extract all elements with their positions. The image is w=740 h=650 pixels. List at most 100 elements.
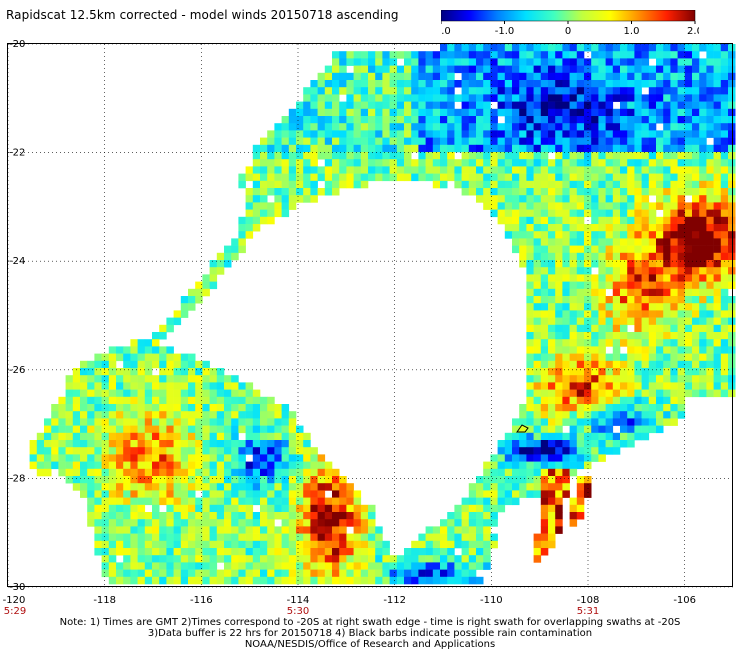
wind-cell <box>267 497 275 506</box>
wind-cell <box>497 166 506 174</box>
wind-cell <box>641 224 650 232</box>
wind-cell <box>324 144 333 153</box>
wind-cell <box>108 353 117 362</box>
wind-cell <box>252 144 261 153</box>
wind-cell <box>576 267 585 275</box>
colorbar-tick-label: -1.0 <box>495 26 515 36</box>
wind-cell <box>576 504 585 513</box>
wind-cell <box>144 368 153 376</box>
wind-cell <box>634 411 642 419</box>
wind-cell <box>346 180 354 189</box>
wind-cell <box>432 173 441 182</box>
wind-cell <box>317 454 326 462</box>
wind-cell <box>699 188 707 196</box>
wind-cell <box>476 180 484 189</box>
wind-cell <box>533 152 542 160</box>
wind-cell <box>368 72 376 81</box>
wind-cell <box>389 144 398 153</box>
wind-cell <box>317 108 326 117</box>
wind-cell <box>72 389 81 398</box>
wind-cell <box>360 180 369 189</box>
wind-cell <box>692 324 700 333</box>
wind-cell <box>490 58 498 66</box>
wind-cell <box>684 267 693 275</box>
wind-cell <box>569 173 578 182</box>
wind-cell <box>231 447 239 455</box>
wind-cell <box>562 116 570 124</box>
longitude-labels: -120 -118 -116 -114 -112 -110 -108 -106 <box>3 595 696 606</box>
wind-cell <box>375 116 383 124</box>
wind-cell <box>540 303 549 311</box>
wind-cell <box>468 533 477 542</box>
wind-cell <box>519 51 527 59</box>
wind-cell <box>648 238 657 246</box>
wind-cell <box>627 267 635 275</box>
wind-cell <box>598 245 606 254</box>
wind-cell <box>425 116 434 124</box>
wind-cell <box>497 44 506 52</box>
wind-cell <box>620 87 628 95</box>
wind-cell <box>396 159 405 167</box>
wind-cell <box>713 144 722 153</box>
wind-cell <box>404 58 412 66</box>
wind-cell <box>468 166 477 174</box>
wind-cell <box>440 526 448 534</box>
wind-cell <box>288 540 297 549</box>
wind-cell <box>562 432 570 441</box>
wind-cell <box>699 216 707 225</box>
wind-cell <box>101 533 110 542</box>
wind-cell <box>288 490 297 498</box>
wind-cell <box>216 432 225 441</box>
wind-cell <box>483 526 491 534</box>
wind-cell <box>526 303 534 311</box>
wind-cell <box>310 533 318 542</box>
wind-cell <box>540 231 549 239</box>
wind-cell <box>699 238 707 246</box>
wind-cell <box>641 72 650 81</box>
wind-cell <box>634 368 642 376</box>
wind-cell <box>620 224 628 232</box>
wind-cell <box>72 425 81 434</box>
wind-cell <box>641 281 650 290</box>
wind-cell <box>598 202 606 210</box>
wind-cell <box>533 360 542 369</box>
wind-cell <box>180 540 189 549</box>
wind-cell <box>180 490 189 498</box>
wind-cell <box>288 454 297 462</box>
wind-cell <box>692 108 700 117</box>
wind-cell <box>620 159 628 167</box>
wind-cell <box>396 51 405 59</box>
wind-cell <box>116 382 124 390</box>
wind-cell <box>620 281 628 290</box>
wind-cell <box>224 540 232 549</box>
wind-cell <box>101 353 110 362</box>
wind-cell <box>699 195 707 203</box>
wind-cell <box>80 389 88 398</box>
wind-cell <box>188 504 196 513</box>
wind-cell <box>245 533 254 542</box>
wind-cell <box>598 389 606 398</box>
wind-cell <box>476 144 484 153</box>
wind-cell <box>425 548 434 556</box>
wind-cell <box>173 490 182 498</box>
wind-cell <box>94 382 102 390</box>
wind-cell <box>641 418 650 426</box>
wind-cell <box>677 245 686 254</box>
wind-cell <box>123 526 131 534</box>
wind-cell <box>288 555 297 563</box>
wind-cell <box>389 562 398 570</box>
wind-cell <box>231 533 239 542</box>
wind-cell <box>389 569 398 578</box>
wind-cell <box>706 360 714 369</box>
wind-cell <box>684 360 693 369</box>
wind-cell <box>562 72 570 81</box>
wind-cell <box>396 108 405 117</box>
wind-cell <box>634 173 642 182</box>
wind-cell <box>368 569 376 578</box>
wind-cell <box>296 526 304 534</box>
wind-cell <box>468 173 477 182</box>
wind-cell <box>188 576 196 585</box>
wind-cell <box>677 274 686 282</box>
wind-cell <box>713 231 722 239</box>
wind-cell <box>656 202 664 210</box>
